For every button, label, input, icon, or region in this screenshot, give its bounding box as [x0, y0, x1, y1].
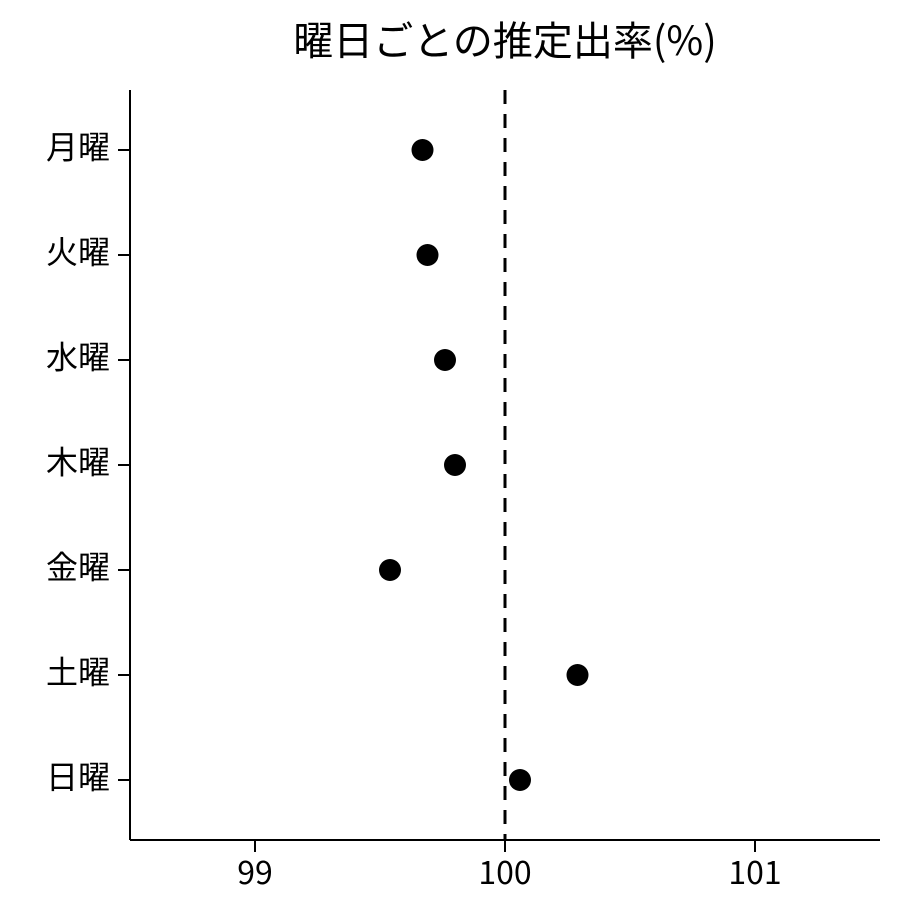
data-point — [509, 769, 531, 791]
data-point — [567, 664, 589, 686]
data-point — [444, 454, 466, 476]
dot-chart: 曜日ごとの推定出率(%) 月曜火曜水曜木曜金曜土曜日曜 99 100 101 — [0, 0, 900, 900]
y-tick-label: 金曜 — [46, 543, 110, 589]
data-point — [417, 244, 439, 266]
y-tick-label: 火曜 — [46, 228, 110, 274]
y-tick-label: 日曜 — [46, 753, 110, 799]
plot-background — [0, 0, 900, 900]
data-point — [434, 349, 456, 371]
y-tick-label: 土曜 — [46, 648, 110, 694]
chart-container: 曜日ごとの推定出率(%) 月曜火曜水曜木曜金曜土曜日曜 99 100 101 — [0, 0, 900, 900]
y-tick-label: 木曜 — [46, 438, 110, 484]
data-point — [412, 139, 434, 161]
y-tick-label: 水曜 — [46, 333, 110, 379]
data-point — [379, 559, 401, 581]
chart-title: 曜日ごとの推定出率(%) — [293, 9, 716, 67]
y-tick-label: 月曜 — [46, 123, 110, 169]
x-tick-label: 101 — [728, 848, 781, 894]
x-tick-label: 100 — [478, 848, 531, 894]
x-tick-label: 99 — [237, 848, 273, 894]
